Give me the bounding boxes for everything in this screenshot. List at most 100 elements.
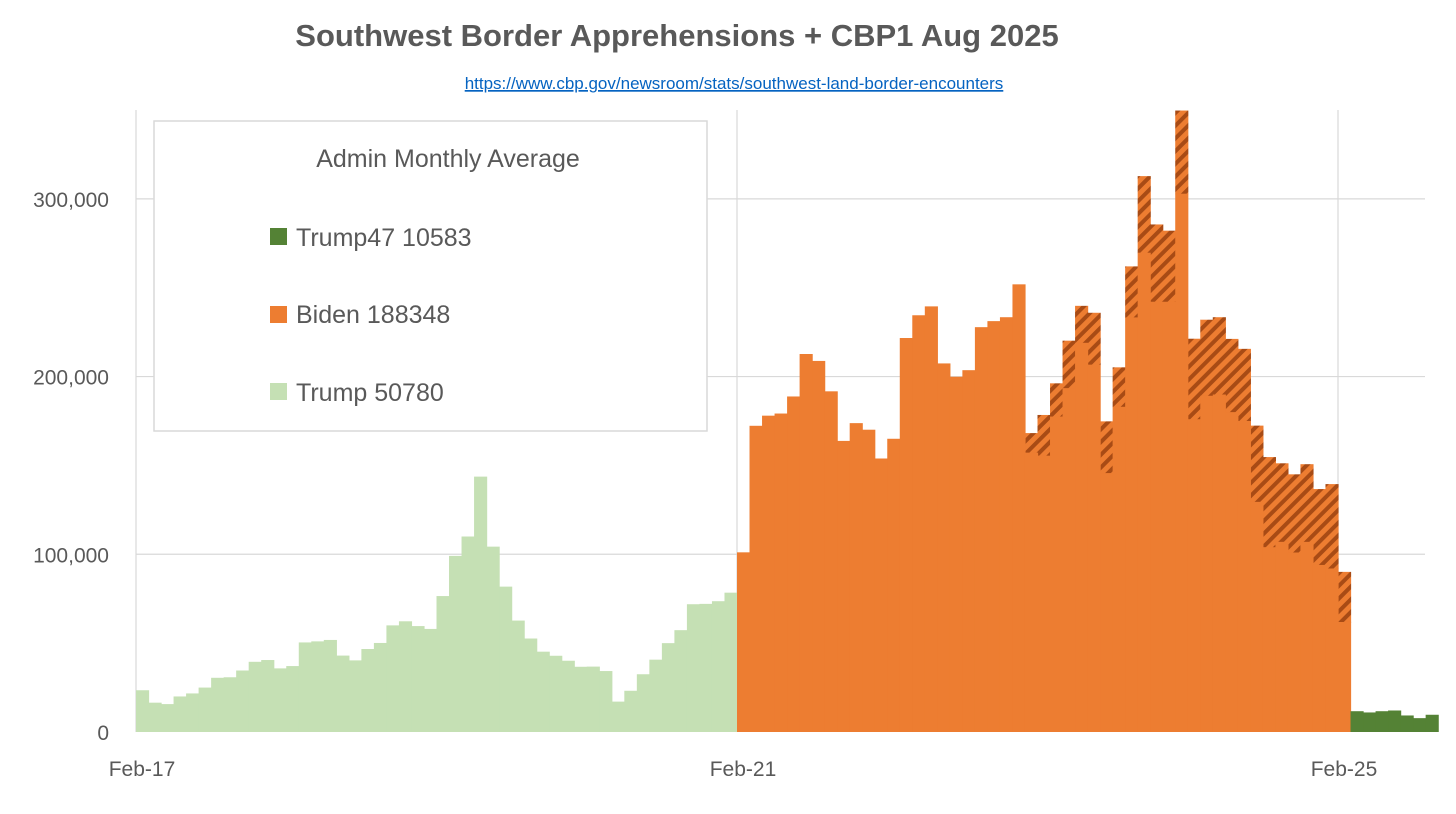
bar-biden-cbp1 bbox=[1037, 414, 1051, 457]
bar-biden bbox=[1225, 412, 1239, 732]
bar-trump bbox=[699, 603, 713, 732]
bar-biden bbox=[937, 363, 951, 732]
bar-biden bbox=[1162, 301, 1176, 732]
bar-biden bbox=[1187, 419, 1201, 732]
bar-biden-cbp1 bbox=[1200, 319, 1214, 397]
bar-biden bbox=[787, 396, 801, 732]
bar-trump bbox=[361, 649, 375, 732]
bar-biden-cbp1 bbox=[1300, 464, 1314, 543]
bar-biden-cbp1 bbox=[1212, 317, 1226, 396]
bar-biden bbox=[1250, 501, 1264, 732]
bar-biden-cbp1 bbox=[1338, 571, 1352, 623]
bar-trump47 bbox=[1425, 714, 1439, 732]
bar-trump bbox=[536, 651, 550, 732]
legend-swatch-biden bbox=[270, 306, 287, 323]
bar-biden bbox=[1150, 301, 1164, 732]
bar-trump bbox=[323, 639, 337, 732]
bar-trump bbox=[286, 666, 300, 732]
x-axis-ticks: Feb-17 Feb-21 Feb-25 bbox=[109, 758, 1378, 781]
bar-trump bbox=[136, 690, 150, 732]
bar-biden bbox=[1300, 541, 1314, 732]
bar-biden bbox=[837, 440, 851, 732]
bar-trump47 bbox=[1350, 711, 1364, 732]
bar-trump bbox=[636, 674, 650, 732]
bar-biden bbox=[1075, 342, 1089, 732]
bar-trump bbox=[373, 642, 388, 732]
legend-box bbox=[153, 120, 708, 432]
bar-trump bbox=[298, 642, 312, 732]
bar-biden-cbp1 bbox=[1087, 312, 1101, 366]
bar-biden bbox=[887, 438, 901, 732]
legend-swatch-trump bbox=[270, 383, 287, 400]
y-tick-label: 200,000 bbox=[33, 367, 109, 390]
bar-biden-cbp1 bbox=[1250, 425, 1264, 503]
legend-label-biden: Biden 188348 bbox=[296, 301, 450, 329]
bar-biden bbox=[824, 391, 838, 732]
trump-series bbox=[136, 476, 738, 732]
bar-trump bbox=[674, 630, 688, 732]
bar-trump bbox=[486, 546, 500, 732]
y-tick-label: 0 bbox=[97, 722, 109, 745]
chart-title: Southwest Border Apprehensions + CBP1 Au… bbox=[295, 18, 1058, 53]
bar-trump bbox=[311, 641, 325, 732]
bar-biden bbox=[1175, 193, 1189, 732]
bar-biden bbox=[1112, 406, 1126, 732]
bar-biden bbox=[974, 327, 989, 732]
bar-biden bbox=[1200, 395, 1214, 732]
y-axis-ticks: 0 100,000 200,000 300,000 bbox=[33, 189, 109, 745]
bar-biden-cbp1 bbox=[1325, 484, 1339, 570]
bar-trump bbox=[398, 621, 413, 732]
bar-biden-cbp1 bbox=[1275, 463, 1289, 543]
bar-biden bbox=[849, 423, 863, 732]
bar-biden bbox=[899, 338, 913, 732]
bar-biden-cbp1 bbox=[1175, 110, 1189, 195]
bar-biden bbox=[799, 354, 813, 732]
bar-trump bbox=[461, 536, 475, 732]
bar-trump bbox=[411, 626, 425, 732]
bar-trump bbox=[211, 677, 225, 732]
bar-trump bbox=[649, 659, 663, 732]
bar-trump bbox=[586, 666, 600, 732]
bar-biden-cbp1 bbox=[1062, 340, 1076, 389]
bar-biden-cbp1 bbox=[1100, 421, 1114, 474]
bar-biden bbox=[1012, 284, 1026, 732]
bar-biden bbox=[1275, 541, 1289, 732]
bar-biden-cbp1 bbox=[1075, 305, 1089, 344]
bar-biden-cbp1 bbox=[1125, 266, 1139, 318]
bar-biden-cbp1 bbox=[1137, 176, 1151, 254]
bar-biden bbox=[1087, 364, 1101, 732]
x-tick-label: Feb-25 bbox=[1311, 758, 1378, 781]
bar-biden-cbp1 bbox=[1187, 338, 1201, 420]
bar-biden bbox=[1262, 547, 1276, 732]
bar-biden bbox=[924, 306, 938, 732]
y-tick-label: 100,000 bbox=[33, 544, 109, 567]
x-tick-label: Feb-21 bbox=[710, 758, 777, 781]
bar-trump bbox=[661, 643, 675, 732]
bar-trump bbox=[161, 704, 175, 732]
bar-trump47 bbox=[1375, 711, 1389, 732]
bar-trump bbox=[686, 604, 701, 732]
bar-biden bbox=[1024, 452, 1039, 732]
bar-trump bbox=[499, 586, 513, 732]
bar-trump bbox=[148, 702, 162, 732]
bar-biden bbox=[762, 415, 776, 732]
bar-trump bbox=[348, 660, 362, 732]
y-tick-label: 300,000 bbox=[33, 189, 109, 212]
biden-cbp1-series bbox=[1024, 110, 1352, 623]
bar-trump bbox=[186, 693, 200, 732]
legend-title: Admin Monthly Average bbox=[316, 145, 580, 173]
bar-biden bbox=[1125, 317, 1139, 732]
source-link[interactable]: https://www.cbp.gov/newsroom/stats/south… bbox=[465, 74, 1004, 93]
bar-biden bbox=[987, 321, 1001, 732]
bar-biden bbox=[1325, 568, 1339, 732]
bar-trump bbox=[423, 628, 438, 732]
bar-biden bbox=[999, 317, 1014, 732]
bar-biden bbox=[749, 425, 763, 732]
bar-trump bbox=[261, 660, 275, 732]
bar-trump47 bbox=[1413, 718, 1427, 732]
bar-trump bbox=[449, 555, 463, 732]
bar-trump47 bbox=[1363, 712, 1377, 732]
bar-biden bbox=[862, 429, 876, 732]
bar-biden bbox=[1287, 552, 1302, 732]
